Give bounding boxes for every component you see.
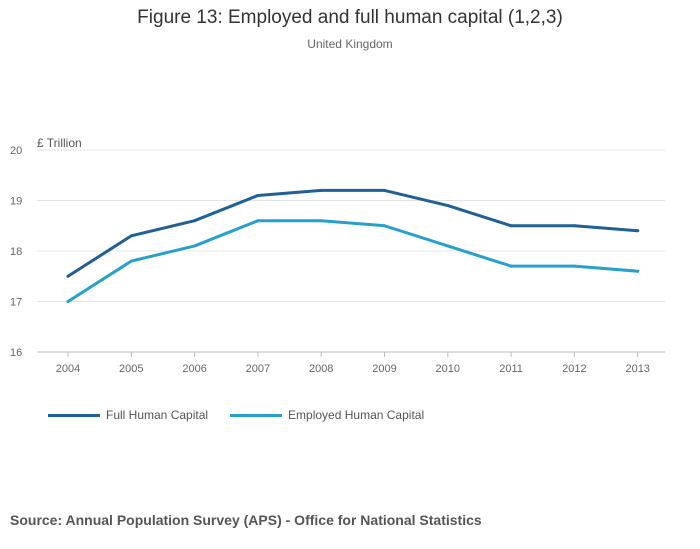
data-point[interactable] [193, 219, 197, 223]
series-line-employed[interactable] [66, 219, 640, 303]
chart-subtitle: United Kingdom [307, 37, 393, 51]
gridlines [37, 149, 665, 353]
legend-label-full: Full Human Capital [106, 408, 209, 422]
data-point[interactable] [509, 224, 513, 228]
x-tick-label: 2012 [562, 363, 586, 375]
series-lines [66, 188, 640, 303]
x-axis-ticks: 2004 2005 2006 2007 2008 2009 2010 2011 2012 2013 [56, 352, 650, 375]
data-point[interactable] [256, 193, 260, 197]
data-point[interactable] [319, 188, 323, 192]
x-tick-label: 2004 [56, 363, 80, 375]
data-point[interactable] [572, 224, 576, 228]
data-point[interactable] [572, 264, 576, 268]
legend-swatch-employed [230, 413, 283, 417]
legend-label-employed: Employed Human Capital [288, 408, 425, 422]
x-tick-label: 2005 [119, 363, 143, 375]
data-point[interactable] [129, 259, 133, 263]
data-point[interactable] [66, 300, 70, 303]
data-point[interactable] [509, 264, 513, 268]
series-line-full[interactable] [66, 188, 640, 278]
x-tick-label: 2011 [499, 363, 523, 375]
y-tick-label: 17 [10, 297, 22, 309]
x-tick-label: 2008 [309, 363, 333, 375]
y-axis-ticks: 16 17 18 19 20 [10, 145, 22, 359]
source-note: Source: Annual Population Survey (APS) -… [10, 512, 482, 528]
x-tick-label: 2006 [182, 363, 206, 375]
legend-item-employed[interactable]: Employed Human Capital [230, 408, 424, 422]
y-tick-label: 16 [10, 347, 22, 359]
legend-swatch-full [48, 413, 100, 417]
data-point[interactable] [636, 229, 640, 233]
legend: Full Human Capital Employed Human Capita… [48, 408, 424, 422]
legend-item-full[interactable]: Full Human Capital [48, 408, 208, 422]
data-point[interactable] [446, 204, 450, 208]
y-tick-label: 18 [10, 246, 22, 258]
chart-title: Figure 13: Employed and full human capit… [137, 7, 563, 28]
x-tick-label: 2007 [246, 363, 270, 375]
x-tick-label: 2009 [372, 363, 396, 375]
data-point[interactable] [129, 234, 133, 238]
data-point[interactable] [256, 219, 260, 223]
data-point[interactable] [66, 274, 70, 278]
data-point[interactable] [193, 244, 197, 248]
data-point[interactable] [446, 244, 450, 248]
data-point[interactable] [383, 224, 386, 228]
data-point[interactable] [319, 219, 323, 223]
y-axis-unit-label: £ Trillion [37, 136, 82, 150]
data-point[interactable] [636, 269, 640, 273]
y-tick-label: 19 [10, 196, 22, 208]
y-tick-label: 20 [10, 145, 22, 157]
data-point[interactable] [383, 188, 386, 192]
x-tick-label: 2013 [625, 363, 649, 375]
x-tick-label: 2010 [436, 363, 460, 375]
